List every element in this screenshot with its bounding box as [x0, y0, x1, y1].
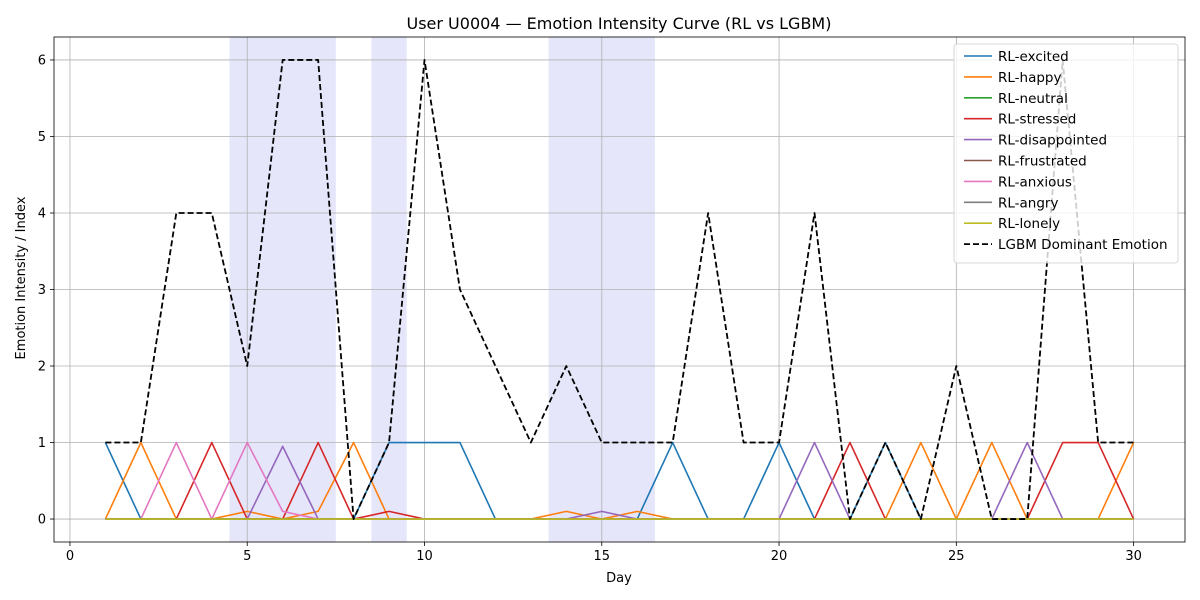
x-axis-ticks: 0 5 10 15 20 25 30 — [66, 542, 1142, 564]
x-tick-label: 10 — [416, 549, 433, 564]
legend: RL-excited RL-happy RL-neutral RL-stressed R… — [953, 43, 1179, 264]
legend-label: LGBM Dominant Emotion — [998, 237, 1168, 253]
y-tick-label: 6 — [38, 53, 46, 68]
legend-label: RL-disappointed — [998, 133, 1107, 149]
legend-label: RL-stressed — [998, 112, 1076, 128]
x-tick-label: 0 — [66, 549, 74, 564]
y-axis-label: Emotion Intensity / Index — [14, 196, 29, 359]
y-tick-label: 3 — [38, 283, 46, 298]
x-tick-label: 5 — [243, 549, 251, 564]
legend-label: RL-happy — [998, 70, 1062, 86]
legend-label: RL-neutral — [998, 91, 1068, 107]
legend-label: RL-angry — [998, 195, 1058, 211]
series-lines — [104, 59, 1135, 520]
x-tick-label: 20 — [771, 549, 788, 564]
series-line-lgbm-dominant-emotion — [105, 59, 1134, 520]
x-tick-label: 15 — [593, 549, 610, 564]
x-tick-label: 30 — [1125, 549, 1142, 564]
y-tick-label: 1 — [38, 436, 46, 451]
chart-title: User U0004 — Emotion Intensity Curve (RL… — [407, 14, 832, 33]
legend-label: RL-anxious — [998, 174, 1072, 190]
x-axis-label: Day — [606, 571, 632, 586]
legend-label: RL-lonely — [998, 216, 1060, 232]
y-axis-ticks: 0 1 2 3 4 5 6 — [38, 53, 54, 528]
legend-label: RL-excited — [998, 49, 1069, 65]
y-tick-label: 0 — [38, 513, 46, 528]
grid-lines — [54, 37, 1185, 542]
y-tick-label: 2 — [38, 360, 46, 375]
y-tick-label: 5 — [38, 130, 46, 145]
legend-label: RL-frustrated — [998, 154, 1087, 170]
y-tick-label: 4 — [38, 206, 46, 221]
legend-box — [953, 43, 1179, 264]
x-tick-label: 25 — [948, 549, 965, 564]
